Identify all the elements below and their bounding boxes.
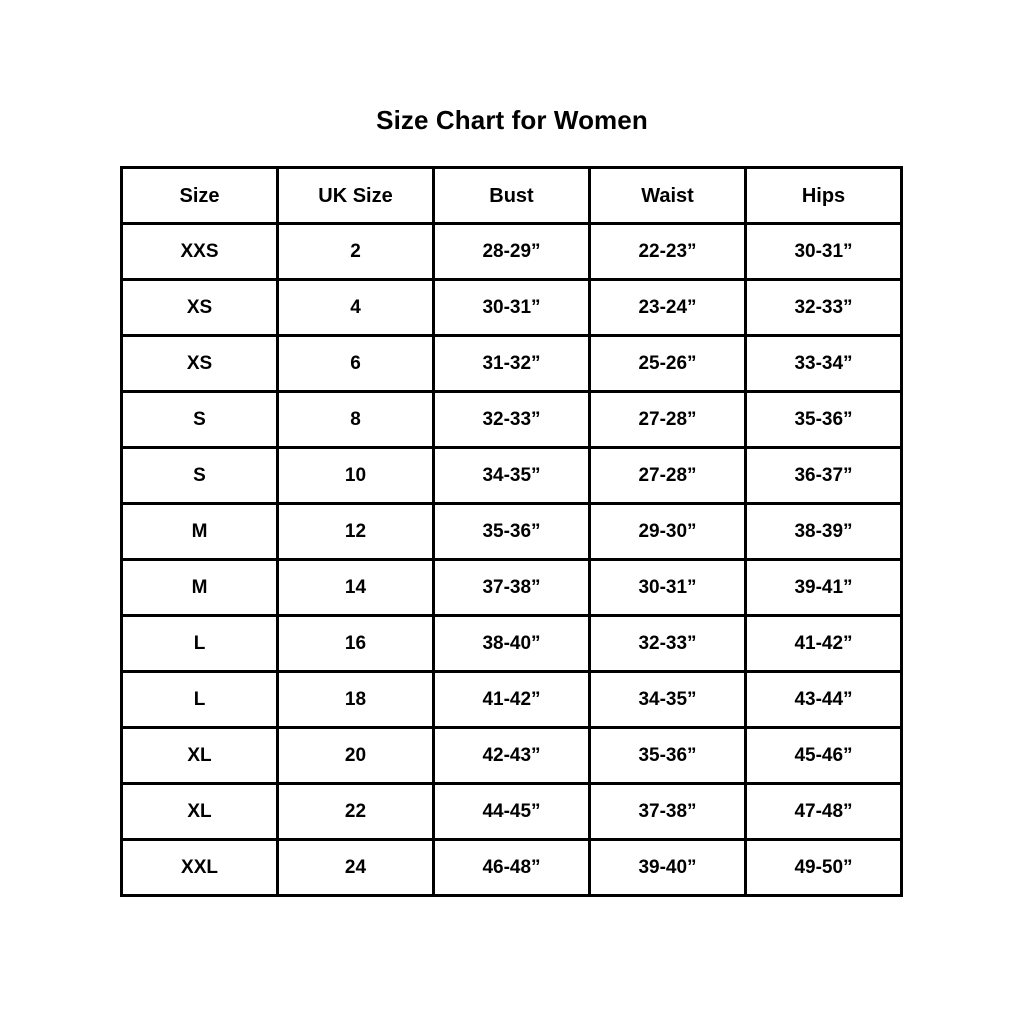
cell-hips: 36-37” [744,446,903,505]
cell-bust: 46-48” [432,838,591,897]
cell-hips: 35-36” [744,390,903,449]
cell-waist: 27-28” [588,390,747,449]
cell-size: XL [120,726,279,785]
table-row: S 10 34-35” 27-28” 36-37” [120,446,903,505]
cell-size: XXL [120,838,279,897]
cell-waist: 35-36” [588,726,747,785]
cell-uk-size: 16 [276,614,435,673]
cell-waist: 39-40” [588,838,747,897]
cell-uk-size: 6 [276,334,435,393]
table-header: Size UK Size Bust Waist Hips [120,166,903,225]
table-header-row: Size UK Size Bust Waist Hips [120,166,903,225]
cell-size: XS [120,334,279,393]
cell-hips: 47-48” [744,782,903,841]
cell-waist: 29-30” [588,502,747,561]
cell-bust: 35-36” [432,502,591,561]
column-header-waist: Waist [588,166,747,225]
cell-size: M [120,558,279,617]
cell-uk-size: 14 [276,558,435,617]
cell-waist: 30-31” [588,558,747,617]
cell-hips: 33-34” [744,334,903,393]
cell-hips: 38-39” [744,502,903,561]
cell-uk-size: 2 [276,222,435,281]
table-row: XXL 24 46-48” 39-40” 49-50” [120,838,903,897]
table-row: XS 4 30-31” 23-24” 32-33” [120,278,903,337]
cell-waist: 34-35” [588,670,747,729]
cell-uk-size: 4 [276,278,435,337]
cell-bust: 37-38” [432,558,591,617]
size-table-container: Size UK Size Bust Waist Hips XXS 2 28-29… [120,166,903,897]
cell-uk-size: 24 [276,838,435,897]
cell-size: XS [120,278,279,337]
cell-waist: 37-38” [588,782,747,841]
cell-hips: 32-33” [744,278,903,337]
table-row: M 14 37-38” 30-31” 39-41” [120,558,903,617]
cell-uk-size: 18 [276,670,435,729]
cell-uk-size: 12 [276,502,435,561]
cell-hips: 39-41” [744,558,903,617]
cell-bust: 38-40” [432,614,591,673]
cell-bust: 34-35” [432,446,591,505]
cell-bust: 30-31” [432,278,591,337]
cell-uk-size: 22 [276,782,435,841]
cell-waist: 23-24” [588,278,747,337]
cell-hips: 41-42” [744,614,903,673]
size-chart-table: Size UK Size Bust Waist Hips XXS 2 28-29… [120,166,903,897]
cell-hips: 49-50” [744,838,903,897]
table-row: L 16 38-40” 32-33” 41-42” [120,614,903,673]
cell-bust: 41-42” [432,670,591,729]
table-row: XL 22 44-45” 37-38” 47-48” [120,782,903,841]
table-row: XL 20 42-43” 35-36” 45-46” [120,726,903,785]
cell-uk-size: 10 [276,446,435,505]
page-title: Size Chart for Women [376,105,648,135]
cell-bust: 31-32” [432,334,591,393]
cell-size: S [120,446,279,505]
cell-waist: 22-23” [588,222,747,281]
column-header-hips: Hips [744,166,903,225]
table-row: S 8 32-33” 27-28” 35-36” [120,390,903,449]
cell-bust: 32-33” [432,390,591,449]
cell-bust: 44-45” [432,782,591,841]
column-header-bust: Bust [432,166,591,225]
cell-size: L [120,670,279,729]
cell-size: S [120,390,279,449]
cell-uk-size: 8 [276,390,435,449]
table-row: XXS 2 28-29” 22-23” 30-31” [120,222,903,281]
cell-uk-size: 20 [276,726,435,785]
cell-hips: 30-31” [744,222,903,281]
cell-size: M [120,502,279,561]
column-header-size: Size [120,166,279,225]
column-header-uk-size: UK Size [276,166,435,225]
cell-waist: 25-26” [588,334,747,393]
cell-waist: 32-33” [588,614,747,673]
cell-size: XL [120,782,279,841]
table-row: L 18 41-42” 34-35” 43-44” [120,670,903,729]
table-row: M 12 35-36” 29-30” 38-39” [120,502,903,561]
cell-bust: 28-29” [432,222,591,281]
cell-hips: 43-44” [744,670,903,729]
cell-waist: 27-28” [588,446,747,505]
cell-bust: 42-43” [432,726,591,785]
cell-hips: 45-46” [744,726,903,785]
table-row: XS 6 31-32” 25-26” 33-34” [120,334,903,393]
cell-size: XXS [120,222,279,281]
table-body: XXS 2 28-29” 22-23” 30-31” XS 4 30-31” 2… [120,222,903,897]
cell-size: L [120,614,279,673]
